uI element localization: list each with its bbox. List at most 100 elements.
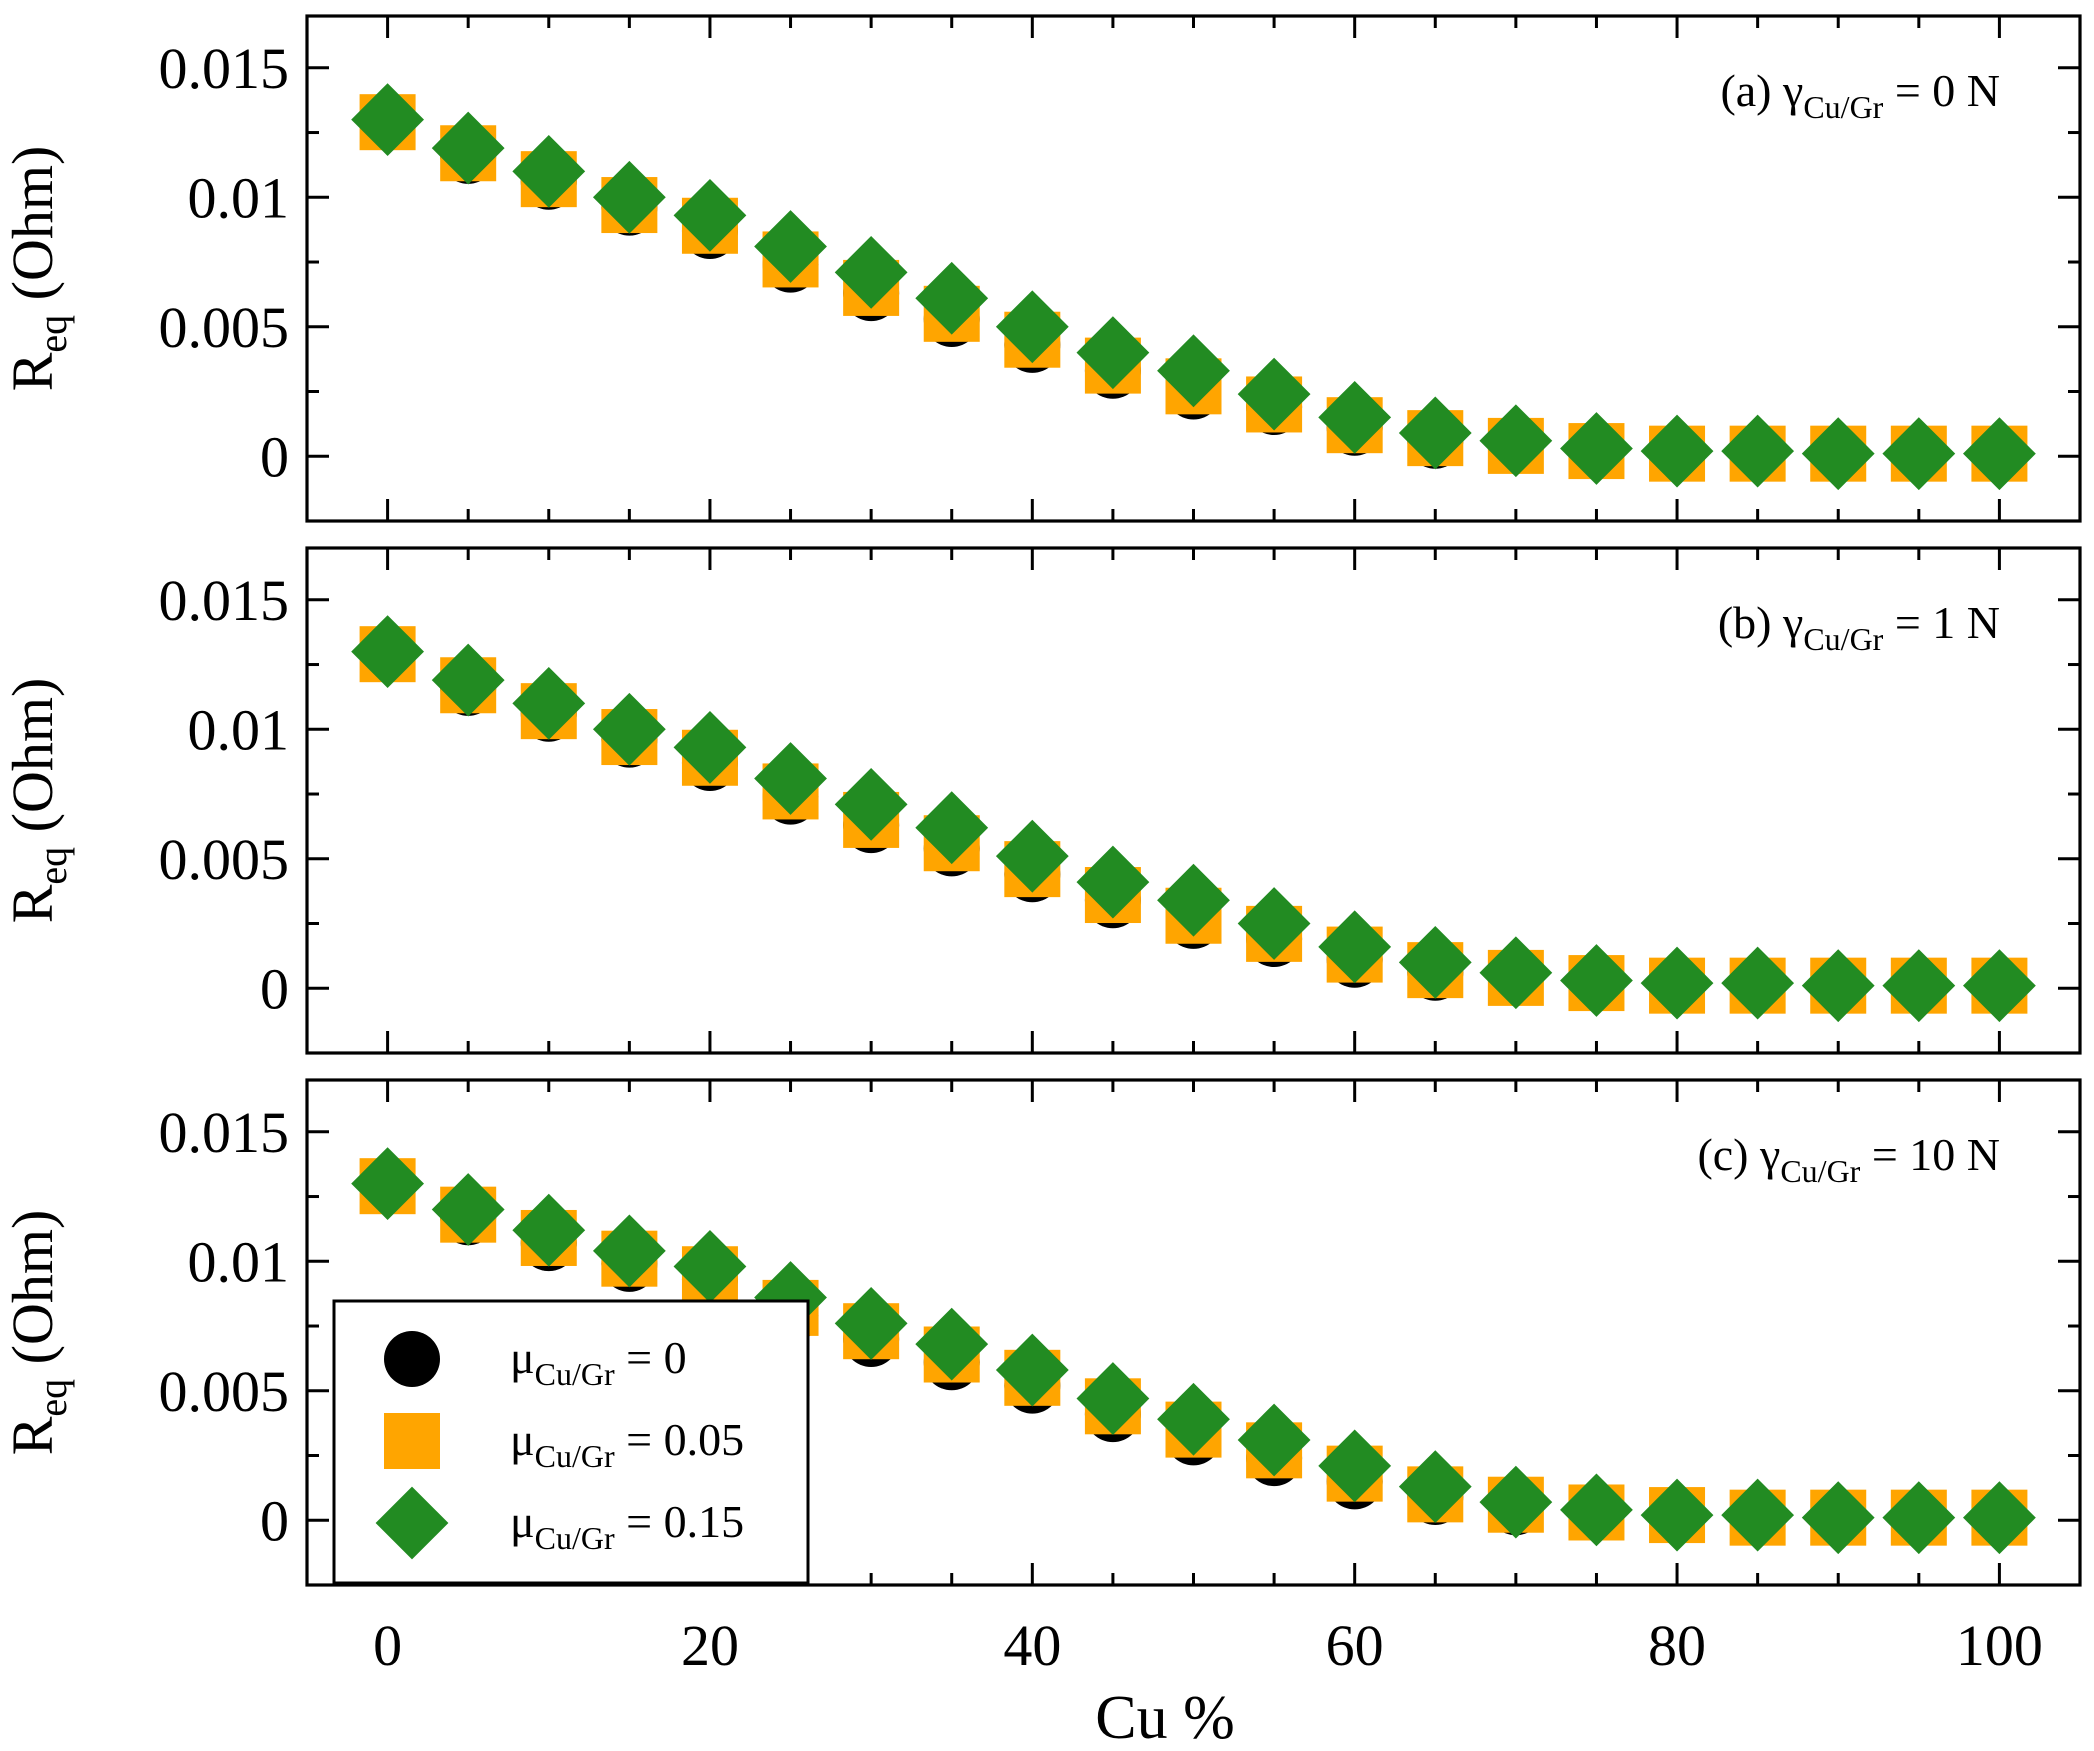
data-point	[592, 692, 666, 766]
data-point	[1157, 334, 1230, 408]
data-point	[1398, 1450, 1472, 1523]
y-axis-label-symbol: R	[0, 352, 65, 391]
panel-a: 0 0.005 0.01 0.015 Req (Ohm) (a) γCu/Gr = 0 N	[0, 14, 2082, 523]
data-point	[1157, 1382, 1230, 1456]
y-axis-label-symbol: R	[0, 884, 65, 923]
y-axis-label: Req (Ohm)	[0, 1210, 75, 1456]
y-tick-label: 0	[260, 424, 289, 489]
data-point	[1076, 1362, 1150, 1435]
data-point	[592, 1214, 666, 1288]
y-tick-label: 0.005	[159, 295, 290, 360]
y-axis-label-symbol: R	[0, 1416, 65, 1455]
data-point	[673, 179, 747, 252]
panel-b: 0 0.005 0.01 0.015 Req (Ohm) (b) γCu/Gr = 1 N	[0, 546, 2082, 1055]
x-tick-label: 100	[1956, 1613, 2043, 1678]
legend-marker	[384, 1331, 440, 1387]
y-tick-label: 0.015	[159, 1100, 290, 1165]
panel-label-subscript: Cu/Gr	[1803, 89, 1883, 125]
data-point	[1882, 949, 1956, 1023]
data-point	[431, 111, 505, 185]
data-point	[1801, 417, 1875, 491]
data-point	[512, 134, 586, 208]
y-tick-label: 0	[260, 1488, 289, 1553]
legend-label-symbol: μ	[510, 1332, 535, 1383]
data-point	[915, 791, 989, 865]
y-tick-label: 0.015	[159, 36, 290, 101]
series-1	[359, 94, 2028, 482]
y-tick-label: 0	[260, 956, 289, 1021]
data-point	[1318, 381, 1392, 454]
data-point	[512, 1193, 586, 1267]
x-tick-label: 0	[373, 1613, 402, 1678]
data-point	[1721, 946, 1795, 1020]
data-point	[1479, 404, 1553, 478]
data-point	[673, 1230, 747, 1303]
data-point	[834, 767, 908, 841]
legend-label-value: = 0.05	[615, 1414, 744, 1465]
data-point	[1801, 949, 1875, 1023]
data-point	[673, 711, 747, 784]
y-tick-label: 0.015	[159, 568, 290, 633]
data-point	[431, 643, 505, 717]
data-point	[1560, 1473, 1633, 1547]
y-tick-label: 0.005	[159, 1359, 290, 1424]
panel-label-prefix: (b) γ	[1718, 597, 1803, 648]
data-point	[1237, 887, 1311, 960]
data-point	[351, 615, 424, 688]
y-axis-label-subscript: eq	[30, 847, 75, 885]
y-tick-label: 0.01	[188, 165, 290, 230]
panel-label: (b) γCu/Gr = 1 N	[1718, 597, 2000, 657]
data-point	[1721, 414, 1795, 488]
data-point	[1560, 412, 1633, 485]
series-2	[351, 83, 2036, 491]
panel-label-subscript: Cu/Gr	[1780, 1153, 1860, 1189]
data-point	[1398, 396, 1472, 470]
data-point	[1963, 949, 2036, 1023]
y-axis-label-subscript: eq	[30, 315, 75, 353]
legend-label-subscript: Cu/Gr	[535, 1520, 615, 1556]
data-point	[834, 1287, 908, 1360]
y-axis-label-unit: (Ohm)	[0, 678, 65, 847]
panel-label-subscript: Cu/Gr	[1803, 621, 1883, 657]
data-point	[1963, 1481, 2036, 1555]
data-point	[915, 261, 989, 335]
data-point	[351, 83, 424, 156]
data-point	[754, 210, 827, 283]
series-0	[359, 626, 2028, 1014]
data-point	[1640, 946, 1714, 1020]
x-axis-label: Cu %	[1095, 1684, 1235, 1751]
x-tick-label: 80	[1648, 1613, 1706, 1678]
data-point	[1076, 316, 1150, 390]
data-point	[834, 235, 908, 309]
series-2	[351, 1147, 2036, 1555]
data-point	[1882, 1481, 1956, 1555]
data-point	[915, 1307, 989, 1381]
data-point	[351, 1147, 424, 1220]
x-tick-label: 20	[681, 1613, 739, 1678]
panel-label-suffix: = 10 N	[1860, 1129, 2000, 1180]
legend-label: μCu/Gr = 0	[510, 1332, 687, 1392]
data-point	[1963, 417, 2036, 491]
y-axis-label-subscript: eq	[30, 1379, 75, 1417]
data-point	[1157, 863, 1230, 937]
data-point	[431, 1173, 505, 1246]
data-point	[592, 160, 666, 234]
data-point	[995, 1333, 1069, 1407]
y-tick-label: 0.005	[159, 827, 290, 892]
legend-label-symbol: μ	[510, 1414, 535, 1465]
y-tick-label: 0.01	[188, 697, 290, 762]
x-tick-label: 40	[1003, 1613, 1061, 1678]
legend-marker	[375, 1486, 449, 1560]
data-point	[1398, 925, 1472, 999]
panel-label: (c) γCu/Gr = 10 N	[1697, 1129, 2000, 1189]
data-point	[1237, 1403, 1311, 1477]
data-point	[1076, 845, 1150, 919]
data-point	[512, 666, 586, 740]
data-point	[1640, 1478, 1714, 1552]
legend-label-symbol: μ	[510, 1496, 535, 1547]
legend-label-value: = 0	[615, 1332, 687, 1383]
